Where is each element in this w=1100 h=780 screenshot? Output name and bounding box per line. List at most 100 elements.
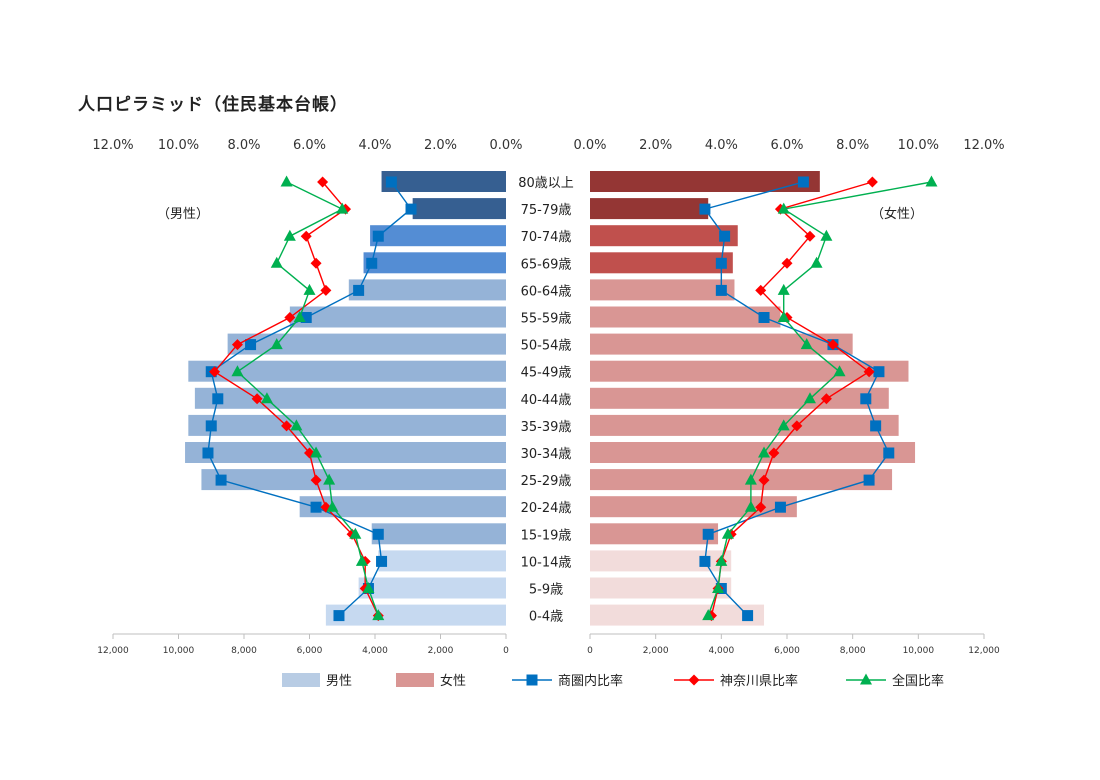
legend-marker xyxy=(526,674,538,686)
ratio-point-male xyxy=(260,392,273,404)
percent-tick-label-female: 0.0% xyxy=(573,138,606,153)
bar-female xyxy=(590,279,735,301)
ratio-point-female xyxy=(702,528,714,540)
ratio-point-male xyxy=(353,284,365,296)
bar-female xyxy=(590,306,781,328)
count-tick-label-female: 8,000 xyxy=(840,646,866,656)
ratio-point-female xyxy=(863,474,875,486)
ratio-point-female xyxy=(715,284,727,296)
ratio-point-female xyxy=(699,203,711,215)
ratio-point-male xyxy=(323,473,336,485)
age-group-label: 70-74歳 xyxy=(521,230,572,245)
ratio-point-male xyxy=(317,176,329,188)
bar-female xyxy=(590,604,765,626)
ratio-point-female xyxy=(925,175,938,187)
bar-male xyxy=(370,225,506,247)
bar-female xyxy=(590,523,719,545)
count-tick-label-male: 12,000 xyxy=(97,646,129,656)
bar-male xyxy=(358,577,506,599)
legend-swatch xyxy=(282,673,320,687)
count-tick-label-female: 6,000 xyxy=(774,646,800,656)
ratio-point-male xyxy=(202,447,214,459)
ratio-point-male xyxy=(231,365,244,377)
age-group-label: 15-19歳 xyxy=(521,528,572,543)
ratio-point-male xyxy=(372,230,384,242)
bar-male xyxy=(289,306,506,328)
ratio-point-female xyxy=(791,420,803,432)
ratio-point-female xyxy=(873,366,885,378)
ratio-point-male xyxy=(251,393,263,405)
bar-male xyxy=(412,198,506,220)
ratio-point-male xyxy=(362,582,375,593)
count-tick-label-male: 10,000 xyxy=(163,646,195,656)
age-group-label: 5-9歳 xyxy=(529,583,563,598)
legend-label: 商圏内比率 xyxy=(558,673,623,689)
ratio-point-male xyxy=(333,610,345,622)
bar-male xyxy=(378,550,506,572)
ratio-point-female xyxy=(804,230,816,242)
ratio-point-male xyxy=(310,257,322,269)
percent-tick-label-male: 2.0% xyxy=(424,138,457,153)
bar-female xyxy=(590,550,732,572)
bar-male xyxy=(348,279,506,301)
legend: 男性 女性 商圏内比率 神奈川県比率 全国比率 xyxy=(282,673,944,689)
ratio-point-male xyxy=(385,176,397,188)
ratio-point-male xyxy=(355,554,368,566)
age-group-label: 55-59歳 xyxy=(521,312,572,327)
ratio-point-male xyxy=(372,528,384,540)
bar-male xyxy=(201,469,507,491)
bar-female xyxy=(590,387,889,409)
ratio-point-male xyxy=(293,311,306,322)
bar-female xyxy=(590,577,732,599)
bar-female xyxy=(590,469,893,491)
ratio-point-female xyxy=(797,176,809,188)
age-group-label: 60-64歳 xyxy=(521,284,572,299)
ratio-point-female xyxy=(715,554,728,566)
ratio-point-male xyxy=(209,366,221,378)
ratio-point-female xyxy=(699,555,711,567)
age-group-label: 75-79歳 xyxy=(521,203,572,218)
ratio-point-female xyxy=(810,256,823,268)
ratio-point-female xyxy=(781,257,793,269)
legend-label: 全国比率 xyxy=(892,673,944,689)
ratio-point-female xyxy=(758,474,770,486)
ratio-point-male xyxy=(231,339,243,351)
ratio-point-male xyxy=(336,202,349,214)
age-group-label: 30-34歳 xyxy=(521,447,572,462)
age-group-label: 45-49歳 xyxy=(521,366,572,381)
ratio-point-male xyxy=(245,339,257,351)
bar-male xyxy=(194,387,506,409)
ratio-point-male xyxy=(303,283,316,295)
ratio-point-male xyxy=(283,229,296,241)
ratio-point-male xyxy=(300,312,312,323)
count-tick-label-male: 0 xyxy=(503,646,509,656)
ratio-point-female xyxy=(827,339,839,351)
count-tick-label-male: 8,000 xyxy=(231,646,257,656)
ratio-point-female xyxy=(758,446,771,458)
age-group-label: 50-54歳 xyxy=(521,339,572,354)
ratio-point-male xyxy=(310,474,322,486)
bar-male xyxy=(325,604,506,626)
count-tick-label-male: 6,000 xyxy=(297,646,323,656)
ratio-point-male xyxy=(349,527,362,539)
bar-male xyxy=(227,333,506,355)
bar-female xyxy=(590,496,797,518)
ratio-point-female xyxy=(712,582,725,593)
ratio-point-male xyxy=(280,175,293,187)
legend-marker xyxy=(860,673,872,685)
count-tick-label-male: 2,000 xyxy=(428,646,454,656)
bar-female xyxy=(590,360,909,382)
chart-title: 人口ピラミッド（住民基本台帳） xyxy=(78,95,348,115)
ratio-point-male xyxy=(270,256,283,268)
bar-male xyxy=(381,171,506,192)
percent-tick-label-female: 10.0% xyxy=(898,138,939,153)
percent-tick-label-female: 2.0% xyxy=(639,138,672,153)
ratio-point-female xyxy=(860,393,872,405)
legend-label: 神奈川県比率 xyxy=(720,673,798,689)
bar-female xyxy=(590,171,820,192)
ratio-point-male xyxy=(290,419,303,431)
ratio-point-female xyxy=(777,419,790,431)
ratio-point-male xyxy=(270,338,283,350)
age-group-label: 80歳以上 xyxy=(518,176,574,191)
